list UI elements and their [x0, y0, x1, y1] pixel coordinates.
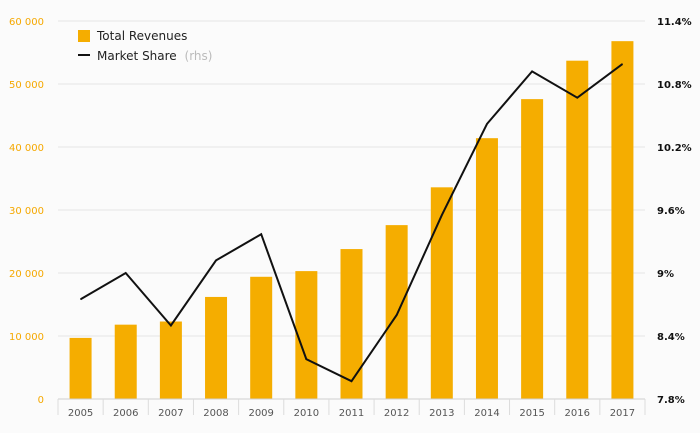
- market-share-point-2014: [486, 123, 488, 125]
- market-share-point-2010: [305, 358, 307, 360]
- bar-2008: [205, 296, 228, 399]
- x-axis-tick-label: 2014: [474, 408, 499, 419]
- legend-bar-swatch: [78, 30, 90, 42]
- svg-text:Market Share (rhs): Market Share (rhs): [97, 49, 212, 63]
- legend-bar-label: Total Revenues: [96, 29, 187, 43]
- x-axis-tick-label: 2010: [294, 408, 319, 419]
- x-axis-tick-label: 2005: [68, 408, 93, 419]
- axes: 0 10 000 20 000 30 000 40 000 50 000 60 000 7.8…: [9, 17, 692, 419]
- bar-2015: [521, 99, 544, 400]
- bar-2017: [611, 41, 634, 399]
- bar-2009: [250, 276, 273, 399]
- x-axis-tick-label: 2007: [158, 408, 183, 419]
- x-axis-tick-label: 2011: [339, 408, 364, 419]
- market-share-point-2005: [80, 298, 82, 300]
- left-axis-tick-label: 30 000: [9, 206, 44, 217]
- right-axis-tick-label: 7.8%: [657, 395, 685, 406]
- left-axis-tick-label: 10 000: [9, 332, 44, 343]
- line-series: [80, 63, 623, 383]
- right-axis-tick-label: 8.4%: [657, 332, 685, 343]
- bar-2010: [295, 271, 318, 399]
- market-share-point-2011: [351, 380, 352, 382]
- left-axis-tick-label: 60 000: [9, 17, 44, 28]
- x-axis-tick-label: 2008: [203, 408, 228, 419]
- market-share-point-2008: [215, 259, 217, 261]
- x-axis-tick-label: 2017: [610, 408, 635, 419]
- legend: Total Revenues Market Share (rhs): [78, 29, 212, 63]
- x-axis-tick-label: 2016: [565, 408, 590, 419]
- left-axis-tick-label: 0: [38, 395, 44, 406]
- bar-2007: [159, 321, 182, 399]
- x-axis-tick-label: 2013: [429, 408, 454, 419]
- market-share-point-2016: [576, 97, 578, 99]
- market-share-point-2006: [125, 272, 127, 274]
- x-axis-tick-label: 2009: [248, 408, 273, 419]
- legend-line-suffix: (rhs): [185, 49, 213, 63]
- bar-series: [69, 41, 634, 400]
- right-axis-tick-label: 10.2%: [657, 143, 692, 154]
- bar-2012: [385, 225, 408, 399]
- bar-2016: [566, 60, 589, 399]
- x-axis-tick-label: 2012: [384, 408, 409, 419]
- market-share-point-2007: [170, 325, 172, 326]
- bar-2006: [114, 324, 137, 399]
- market-share-point-2012: [396, 314, 398, 316]
- left-axis-tick-label: 20 000: [9, 269, 44, 280]
- right-axis-tick-label: 9%: [657, 269, 674, 280]
- bar-2013: [430, 187, 453, 399]
- left-axis-tick-label: 40 000: [9, 143, 44, 154]
- x-axis-tick-label: 2015: [519, 408, 544, 419]
- bar-2005: [69, 337, 92, 399]
- right-axis-tick-label: 10.8%: [657, 80, 692, 91]
- market-share-point-2017: [621, 63, 623, 65]
- right-axis-tick-label: 9.6%: [657, 206, 685, 217]
- right-axis-tick-label: 11.4%: [657, 17, 692, 28]
- market-share-point-2009: [260, 233, 262, 235]
- x-axis-tick-label: 2006: [113, 408, 138, 419]
- legend-line-label: Market Share: [97, 49, 177, 63]
- bar-2011: [340, 249, 363, 399]
- market-share-point-2015: [531, 70, 533, 72]
- bar-2014: [475, 138, 498, 399]
- market-share-point-2013: [441, 214, 443, 216]
- left-axis-tick-label: 50 000: [9, 80, 44, 91]
